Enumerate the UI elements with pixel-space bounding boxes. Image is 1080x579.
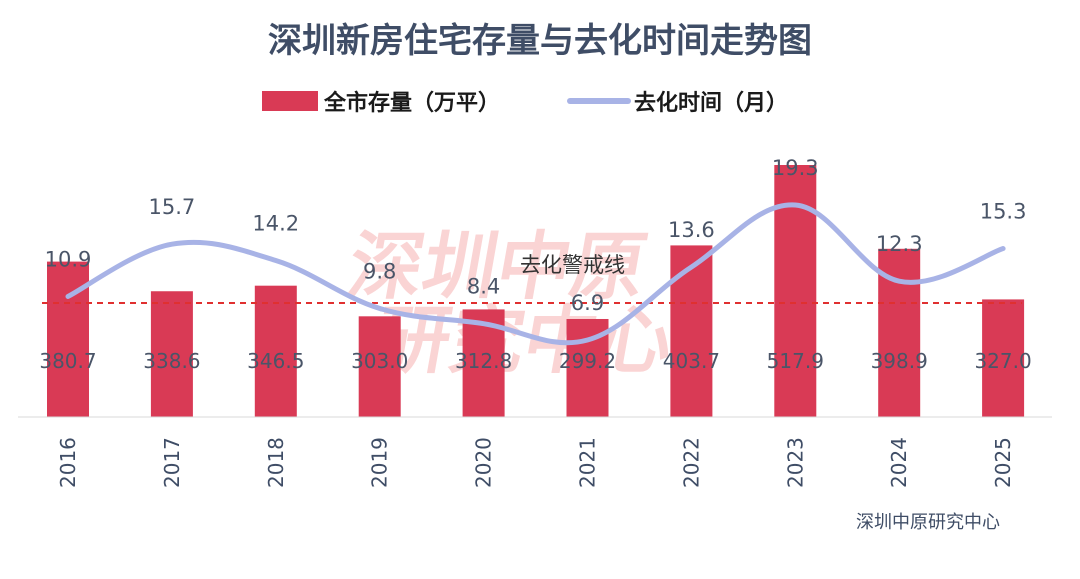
- bar-2019: [358, 316, 401, 417]
- bar-2017: [150, 291, 193, 417]
- bar-value-labels: 380.7 338.6 346.5 303.0 312.8 299.2 403.7 517.9…: [39, 349, 1031, 373]
- bar-2018: [254, 285, 297, 417]
- legend-line-label: 去化时间（月）: [634, 90, 788, 116]
- line-value-label-2020: 8.4: [467, 275, 500, 299]
- line-value-label-2016: 10.9: [45, 247, 92, 271]
- watermark-line-2: 研究中心: [369, 298, 680, 384]
- bar-value-label-2016: 380.7: [39, 349, 96, 373]
- bar-value-label-2017: 338.6: [143, 349, 200, 373]
- line-value-label-2021: 6.9: [571, 291, 604, 315]
- legend: 全市存量（万平） 去化时间（月）: [262, 90, 788, 116]
- bar-value-label-2023: 517.9: [767, 349, 824, 373]
- x-tick-2021: 2021: [576, 437, 600, 488]
- line-value-label-2025: 15.3: [980, 200, 1027, 224]
- line-series: [65, 202, 1006, 346]
- x-tick-2017: 2017: [160, 437, 184, 488]
- line-value-label-2018: 14.2: [252, 212, 299, 236]
- x-tick-2016: 2016: [56, 437, 80, 488]
- x-tick-2024: 2024: [887, 437, 911, 488]
- line-value-label-2023: 19.3: [772, 156, 819, 180]
- line-value-labels: 10.9 15.7 14.2 9.8 8.4 6.9 13.6 19.3 12.3 15.3: [45, 156, 1027, 315]
- legend-bar-swatch: [262, 91, 318, 111]
- x-tick-2020: 2020: [472, 437, 496, 488]
- reference-line-label: 去化警戒线: [520, 253, 625, 277]
- x-tick-2022: 2022: [679, 437, 703, 488]
- x-tick-2025: 2025: [991, 437, 1015, 488]
- x-axis-ticks: 2016 2017 2018 2019 2020 2021 2022 2023 2024 2025: [56, 437, 1015, 488]
- bar-value-label-2022: 403.7: [663, 349, 720, 373]
- watermark: 深圳中原 研究中心: [342, 224, 680, 384]
- bar-2022: [670, 245, 713, 417]
- bar-value-label-2018: 346.5: [247, 349, 304, 373]
- bar-2025: [982, 299, 1025, 417]
- bar-value-label-2025: 327.0: [974, 349, 1031, 373]
- bar-value-label-2020: 312.8: [455, 349, 512, 373]
- bar-value-label-2019: 303.0: [351, 349, 408, 373]
- bar-value-label-2024: 398.9: [871, 349, 928, 373]
- x-tick-2023: 2023: [783, 437, 807, 488]
- chart-title: 深圳新房住宅存量与去化时间走势图: [268, 21, 812, 61]
- x-tick-2018: 2018: [264, 437, 288, 488]
- x-tick-2019: 2019: [368, 437, 392, 488]
- line-value-label-2022: 13.6: [668, 218, 715, 242]
- line-value-label-2024: 12.3: [876, 232, 923, 256]
- line-value-label-2017: 15.7: [149, 195, 196, 219]
- bar-value-label-2021: 299.2: [559, 349, 616, 373]
- line-value-label-2019: 9.8: [363, 259, 396, 283]
- watermark-line-1: 深圳中原: [342, 224, 653, 310]
- legend-bar-label: 全市存量（万平）: [323, 90, 500, 116]
- source-label: 深圳中原研究中心: [856, 512, 1000, 533]
